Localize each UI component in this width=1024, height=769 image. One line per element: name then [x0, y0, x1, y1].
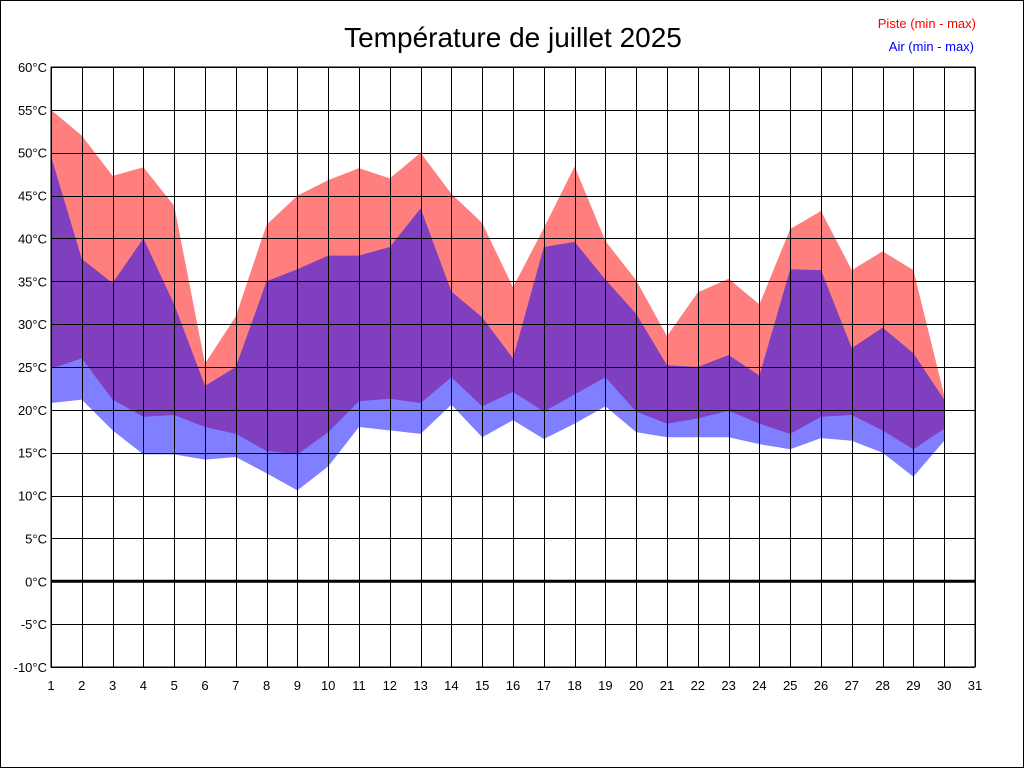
y-tick-label: 35°C — [18, 274, 47, 289]
x-tick-label: 29 — [906, 678, 920, 693]
x-tick-label: 30 — [937, 678, 951, 693]
x-tick-label: 27 — [845, 678, 859, 693]
y-tick-label: 30°C — [18, 317, 47, 332]
chart-title: Température de juillet 2025 — [344, 22, 682, 53]
x-tick-label: 14 — [444, 678, 458, 693]
y-tick-label: 25°C — [18, 360, 47, 375]
x-tick-label: 4 — [140, 678, 147, 693]
band-air — [51, 156, 945, 491]
y-tick-label: 0°C — [25, 574, 47, 589]
x-tick-label: 10 — [321, 678, 335, 693]
x-tick-label: 15 — [475, 678, 489, 693]
y-tick-label: 15°C — [18, 446, 47, 461]
x-tick-label: 28 — [875, 678, 889, 693]
x-tick-label: 20 — [629, 678, 643, 693]
x-tick-label: 16 — [506, 678, 520, 693]
x-tick-label: 5 — [171, 678, 178, 693]
x-tick-label: 23 — [721, 678, 735, 693]
y-tick-label: -5°C — [21, 617, 47, 632]
x-tick-label: 1 — [47, 678, 54, 693]
x-tick-label: 13 — [413, 678, 427, 693]
x-tick-label: 17 — [537, 678, 551, 693]
legend-air: Air (min - max) — [889, 39, 974, 54]
x-tick-label: 12 — [383, 678, 397, 693]
x-tick-label: 31 — [968, 678, 982, 693]
x-tick-label: 24 — [752, 678, 766, 693]
y-tick-label: 60°C — [18, 60, 47, 75]
y-tick-label: -10°C — [14, 660, 47, 675]
x-tick-label: 22 — [691, 678, 705, 693]
x-tick-label: 2 — [78, 678, 85, 693]
y-tick-label: 10°C — [18, 489, 47, 504]
y-tick-label: 55°C — [18, 103, 47, 118]
x-tick-label: 11 — [352, 678, 366, 693]
legend-piste: Piste (min - max) — [878, 16, 976, 31]
x-tick-label: 8 — [263, 678, 270, 693]
x-tick-label: 7 — [232, 678, 239, 693]
x-tick-label: 26 — [814, 678, 828, 693]
x-tick-label: 6 — [201, 678, 208, 693]
y-tick-label: 20°C — [18, 403, 47, 418]
y-tick-label: 40°C — [18, 231, 47, 246]
x-tick-label: 18 — [567, 678, 581, 693]
x-tick-label: 9 — [294, 678, 301, 693]
x-tick-label: 19 — [598, 678, 612, 693]
x-tick-label: 3 — [109, 678, 116, 693]
y-tick-label: 50°C — [18, 146, 47, 161]
plot-area: 60°C55°C50°C45°C40°C35°C30°C25°C20°C15°C… — [14, 60, 983, 693]
y-tick-label: 5°C — [25, 531, 47, 546]
x-tick-label: 21 — [660, 678, 674, 693]
y-tick-label: 45°C — [18, 189, 47, 204]
x-tick-label: 25 — [783, 678, 797, 693]
